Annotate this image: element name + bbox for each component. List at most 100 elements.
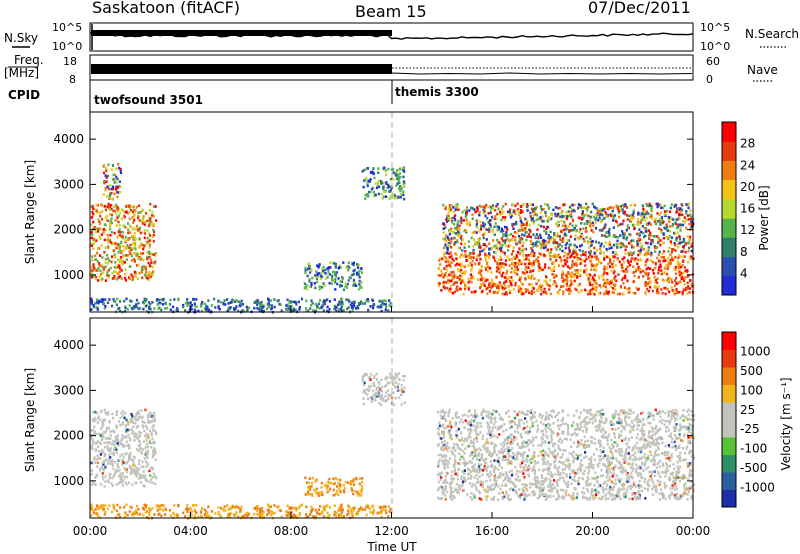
power-cell-1273 <box>669 258 672 262</box>
velocity-cell-1423 <box>588 462 591 466</box>
power-cell-671 <box>316 280 319 284</box>
power-cell-1194 <box>486 278 489 282</box>
power-cell-3104 <box>364 302 367 305</box>
power-cell-2414 <box>475 222 479 226</box>
power-cell-964 <box>622 276 625 280</box>
power-cell-1597 <box>565 288 568 291</box>
power-cell-1755 <box>575 253 578 256</box>
velocity-cell-302 <box>97 457 100 460</box>
power-cell-1388 <box>551 273 554 276</box>
power-cell-1307 <box>455 253 458 257</box>
power-cell-550 <box>105 194 109 198</box>
power-cell-765 <box>372 172 375 175</box>
velocity-cell-1067 <box>523 492 526 496</box>
power-cell-2884 <box>504 216 507 219</box>
power-cell-1590 <box>573 279 576 283</box>
power-cell-363 <box>123 224 126 228</box>
power-cell-81 <box>108 259 111 262</box>
power-cell-775 <box>403 181 406 185</box>
velocity-cell-68 <box>137 477 140 480</box>
power-cell-1125 <box>606 267 609 271</box>
velocity-cell-12 <box>123 466 126 470</box>
power-cell-849 <box>539 268 542 272</box>
power-cell-2229 <box>470 236 473 240</box>
power-cell-1800 <box>462 264 465 268</box>
power-cell-2685 <box>690 225 693 228</box>
power-cell-626 <box>314 274 317 277</box>
velocity-cell-678 <box>387 397 390 400</box>
velocity-cell-572 <box>307 490 310 493</box>
power-cell-2907 <box>685 212 688 215</box>
power-cell-3096 <box>367 308 370 312</box>
power-cell-202 <box>121 255 124 258</box>
power-cell-2783 <box>473 238 476 242</box>
power-cell-706 <box>362 185 365 189</box>
power-cell-1665 <box>666 272 669 276</box>
power-cell-1466 <box>455 287 458 291</box>
velocity-cell-647 <box>392 391 395 395</box>
velocity-cell-1259 <box>682 425 685 429</box>
power-cell-1524 <box>673 290 676 293</box>
power-cell-2015 <box>670 250 674 254</box>
power-cell-672 <box>356 273 359 276</box>
power-cell-2663 <box>524 227 527 230</box>
power-cell-390 <box>92 220 95 224</box>
power-cell-2531 <box>674 249 677 252</box>
power-cell-55 <box>128 236 131 240</box>
power-cell-1183 <box>647 277 650 280</box>
power-cell-2956 <box>574 251 577 254</box>
power-cell-653 <box>334 288 337 291</box>
velocity-cell-903 <box>625 423 628 427</box>
power-cell-703 <box>324 277 328 280</box>
power-cell-3308 <box>163 307 167 310</box>
power-cell-598 <box>340 280 344 284</box>
power-cell-212 <box>128 277 131 280</box>
power-cell-2961 <box>590 210 593 214</box>
velocity-cell-794 <box>665 457 668 460</box>
velocity-cell-1108 <box>625 473 628 476</box>
velocity-cell-533 <box>317 494 320 497</box>
velocity-cell-223 <box>141 474 144 477</box>
velocity-cell-1313 <box>441 409 444 413</box>
power-cell-1707 <box>537 265 540 268</box>
power-cell-2602 <box>676 223 679 226</box>
power-cell-2407 <box>456 240 459 244</box>
power-cell-1917 <box>476 209 479 212</box>
velocity-cell-1336 <box>491 454 494 457</box>
power-cell-2212 <box>568 239 571 242</box>
power-cell-1760 <box>502 265 505 269</box>
velocity-cell-900 <box>629 409 632 412</box>
power-cell-471 <box>110 221 113 225</box>
power-cell-1222 <box>609 260 612 263</box>
power-cell-53 <box>142 245 146 249</box>
velocity-cell-1386 <box>602 482 605 486</box>
power-cell-319 <box>148 246 151 249</box>
power-cell-465 <box>115 212 118 216</box>
velocity-cell-902 <box>612 468 615 472</box>
power-cell-1538 <box>526 288 529 292</box>
power-cell-1481 <box>533 254 536 258</box>
power-cell-237 <box>102 228 105 231</box>
velocity-cell-948 <box>651 434 654 437</box>
power-cell-439 <box>154 254 157 257</box>
power-cell-2546 <box>582 206 585 209</box>
power-cell-3445 <box>161 298 165 302</box>
velocity-cell-702 <box>363 381 366 385</box>
power-cell-1851 <box>483 278 486 281</box>
velocity-cell-518 <box>347 481 350 484</box>
velocity-cell-1365 <box>588 411 591 415</box>
velocity-cell-340 <box>102 435 105 439</box>
power-cell-1548 <box>682 259 685 262</box>
power-cell-3478 <box>270 307 273 311</box>
velocity-cell-1094 <box>659 410 662 413</box>
velocity-cell-179 <box>104 431 107 434</box>
power-cell-2412 <box>636 232 639 236</box>
velocity-cell-294 <box>144 446 147 449</box>
power-cell-3020 <box>455 227 458 231</box>
power-cell-715 <box>373 176 376 180</box>
power-cell-1663 <box>593 264 596 267</box>
power-cell-2362 <box>586 222 589 226</box>
power-cell-2371 <box>483 232 486 235</box>
velocity-cell-119 <box>134 421 137 425</box>
velocity-cell-292 <box>94 448 97 451</box>
